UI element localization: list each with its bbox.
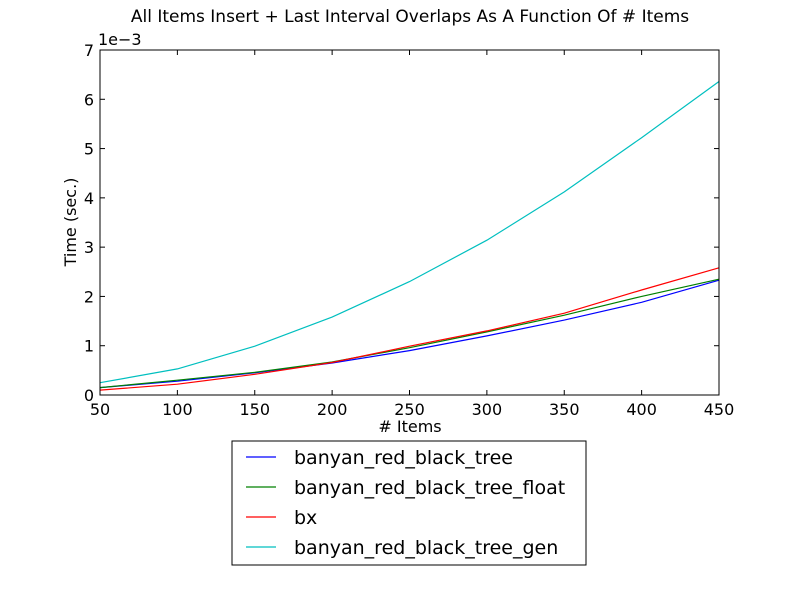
x-tick-label: 250 bbox=[394, 400, 425, 419]
chart-title: All Items Insert + Last Interval Overlap… bbox=[131, 7, 689, 27]
y-tick-label: 5 bbox=[84, 140, 94, 159]
x-axis-ticks: 50 100 150 200 250 300 350 400 450 bbox=[90, 50, 734, 419]
x-tick-label: 50 bbox=[90, 400, 110, 419]
series-lines bbox=[99, 81, 720, 391]
x-tick-label: 300 bbox=[472, 400, 503, 419]
y-tick-label: 2 bbox=[84, 287, 94, 306]
x-axis-label: # Items bbox=[378, 417, 441, 436]
x-tick-label: 200 bbox=[317, 400, 348, 419]
y-axis-label: Time (sec.) bbox=[61, 178, 80, 268]
x-tick-label: 150 bbox=[239, 400, 270, 419]
y-tick-label: 3 bbox=[84, 238, 94, 257]
series-line-bx bbox=[99, 267, 720, 391]
plot-frame bbox=[99, 49, 720, 396]
series-line-banyan-red-black-tree-float bbox=[99, 278, 720, 389]
x-tick-label: 100 bbox=[162, 400, 193, 419]
y-tick-label: 0 bbox=[84, 386, 94, 405]
legend-frame bbox=[231, 440, 587, 566]
x-tick-label: 400 bbox=[626, 400, 657, 419]
series-line-banyan-red-black-tree-gen bbox=[99, 81, 720, 384]
x-tick-label: 350 bbox=[549, 400, 580, 419]
y-offset-label: 1e−3 bbox=[98, 30, 142, 49]
y-tick-label: 1 bbox=[84, 337, 94, 356]
y-tick-label: 7 bbox=[84, 41, 94, 60]
series-line-banyan-red-black-tree bbox=[99, 279, 720, 389]
legend-label: banyan_red_black_tree_gen bbox=[294, 537, 558, 559]
y-tick-label: 4 bbox=[84, 189, 94, 208]
legend-label: bx bbox=[294, 507, 317, 529]
x-tick-label: 450 bbox=[704, 400, 735, 419]
legend: banyan_red_black_tree banyan_red_black_tr… bbox=[231, 440, 587, 566]
y-axis-ticks: 0 1 2 3 4 5 6 7 bbox=[84, 41, 719, 405]
y-tick-label: 6 bbox=[84, 90, 94, 109]
legend-label: banyan_red_black_tree_float bbox=[294, 477, 565, 499]
legend-label: banyan_red_black_tree bbox=[294, 447, 513, 469]
